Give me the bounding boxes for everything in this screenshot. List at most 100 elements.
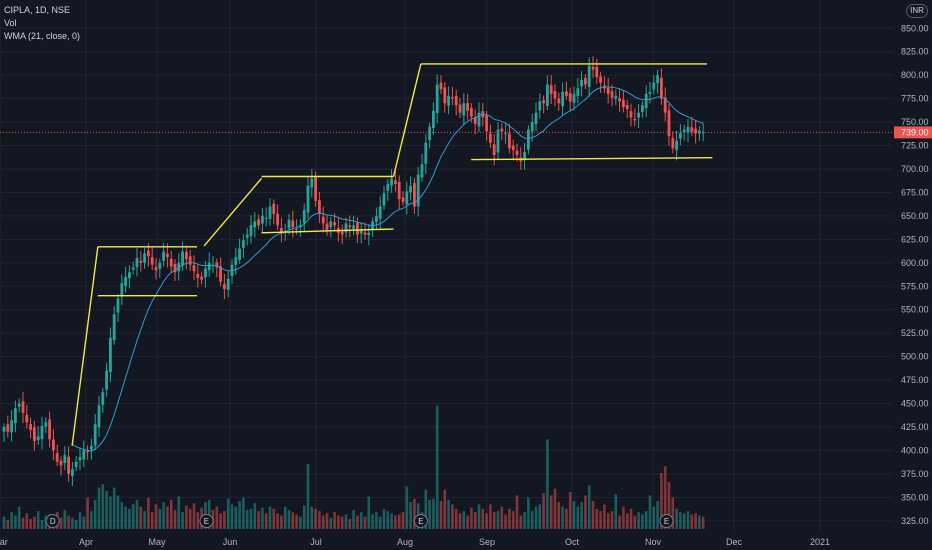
last-price-label: 739.00	[901, 127, 929, 137]
volume-bar	[226, 498, 230, 529]
volume-bar	[576, 506, 580, 529]
volume-label[interactable]: Vol	[4, 18, 17, 28]
volume-bar	[568, 492, 572, 529]
candle-body	[340, 231, 344, 235]
volume-bar	[33, 516, 36, 529]
x-tick-label: Dec	[726, 537, 743, 547]
volume-bar	[527, 497, 530, 529]
candle-body	[359, 229, 363, 234]
volume-bar	[428, 499, 431, 529]
y-tick-label: 750.00	[901, 117, 929, 127]
volume-bar	[36, 511, 40, 529]
volume-bar	[534, 506, 538, 529]
candle-body	[188, 256, 192, 265]
volume-bar	[443, 489, 447, 529]
volume-bar	[679, 512, 682, 529]
volume-bar	[584, 495, 587, 529]
volume-bar	[637, 512, 640, 529]
volume-bar	[344, 514, 348, 529]
candle-body	[690, 127, 694, 132]
candle-body	[386, 183, 390, 191]
candle-body	[466, 103, 469, 111]
candle-body	[86, 451, 89, 453]
candle-body	[489, 133, 492, 143]
volume-bar	[496, 511, 500, 529]
volume-bar	[356, 515, 359, 529]
candle-body	[561, 92, 564, 107]
candle-body	[382, 193, 386, 206]
candle-body	[74, 461, 78, 468]
candle-body	[238, 248, 241, 260]
volume-bar	[192, 503, 196, 529]
trend-line	[392, 63, 422, 177]
candle-body	[413, 183, 416, 207]
volume-bar	[283, 506, 287, 529]
candle-body	[310, 178, 314, 188]
candle-body	[515, 150, 519, 155]
volume-bar	[306, 464, 310, 529]
currency-badge[interactable]: INR	[906, 4, 928, 18]
candle-body	[154, 267, 158, 271]
volume-bar	[120, 502, 124, 529]
volume-bar	[63, 509, 67, 529]
volume-bar	[542, 493, 545, 529]
volume-bar	[291, 512, 295, 529]
volume-bar	[238, 501, 241, 529]
candle-body	[63, 455, 67, 463]
candle-body	[120, 283, 124, 297]
candle-body	[667, 110, 671, 137]
candle-body	[378, 206, 382, 219]
candle-body	[409, 185, 412, 193]
candle-body	[458, 104, 462, 113]
symbol-label[interactable]: CIPLA, 1D, NSE	[4, 5, 71, 15]
volume-bar	[462, 511, 466, 529]
candle-body	[48, 419, 51, 440]
candle-body	[295, 229, 298, 231]
candle-body	[500, 128, 504, 132]
candle-body	[682, 129, 686, 133]
volume-bar	[667, 481, 671, 529]
volume-bar	[245, 509, 249, 529]
volume-bar	[257, 511, 260, 529]
volume-bar	[242, 497, 245, 529]
volume-bar	[671, 497, 675, 529]
volume-bar	[158, 508, 162, 529]
candle-body	[622, 99, 625, 108]
candle-body	[656, 75, 659, 84]
volume-bar	[656, 501, 659, 529]
volume-bar	[454, 508, 458, 529]
candle-body	[40, 426, 44, 440]
trend-line	[261, 228, 394, 234]
volume-bar	[154, 504, 158, 529]
x-tick-label: Jun	[223, 537, 238, 547]
candle-body	[356, 222, 359, 235]
volume-bar	[29, 518, 32, 529]
event-marker-label: E	[664, 517, 669, 526]
volume-bar	[432, 498, 435, 529]
candle-body	[116, 298, 120, 313]
volume-bar	[321, 515, 325, 529]
candle-body	[321, 216, 325, 224]
candle-body	[641, 105, 644, 112]
candle-body	[606, 87, 610, 94]
candle-body	[204, 268, 207, 278]
candle-body	[675, 140, 678, 151]
candle-body	[158, 262, 162, 269]
wma-label[interactable]: WMA (21, close, 0)	[4, 31, 81, 41]
volume-bar	[2, 516, 6, 529]
volume-bar	[424, 489, 428, 529]
volume-bar	[439, 501, 443, 529]
candle-body	[200, 276, 203, 280]
candle-body	[25, 414, 29, 423]
candle-body	[470, 108, 473, 117]
volume-bar	[375, 512, 378, 529]
volume-bar	[340, 516, 344, 529]
volume-bar	[489, 504, 492, 529]
volume-bar	[409, 502, 412, 529]
candle-body	[128, 272, 131, 279]
volume-bar	[625, 513, 629, 529]
candle-body	[652, 82, 656, 90]
candle-body	[485, 115, 488, 132]
y-tick-label: 550.00	[901, 305, 929, 315]
